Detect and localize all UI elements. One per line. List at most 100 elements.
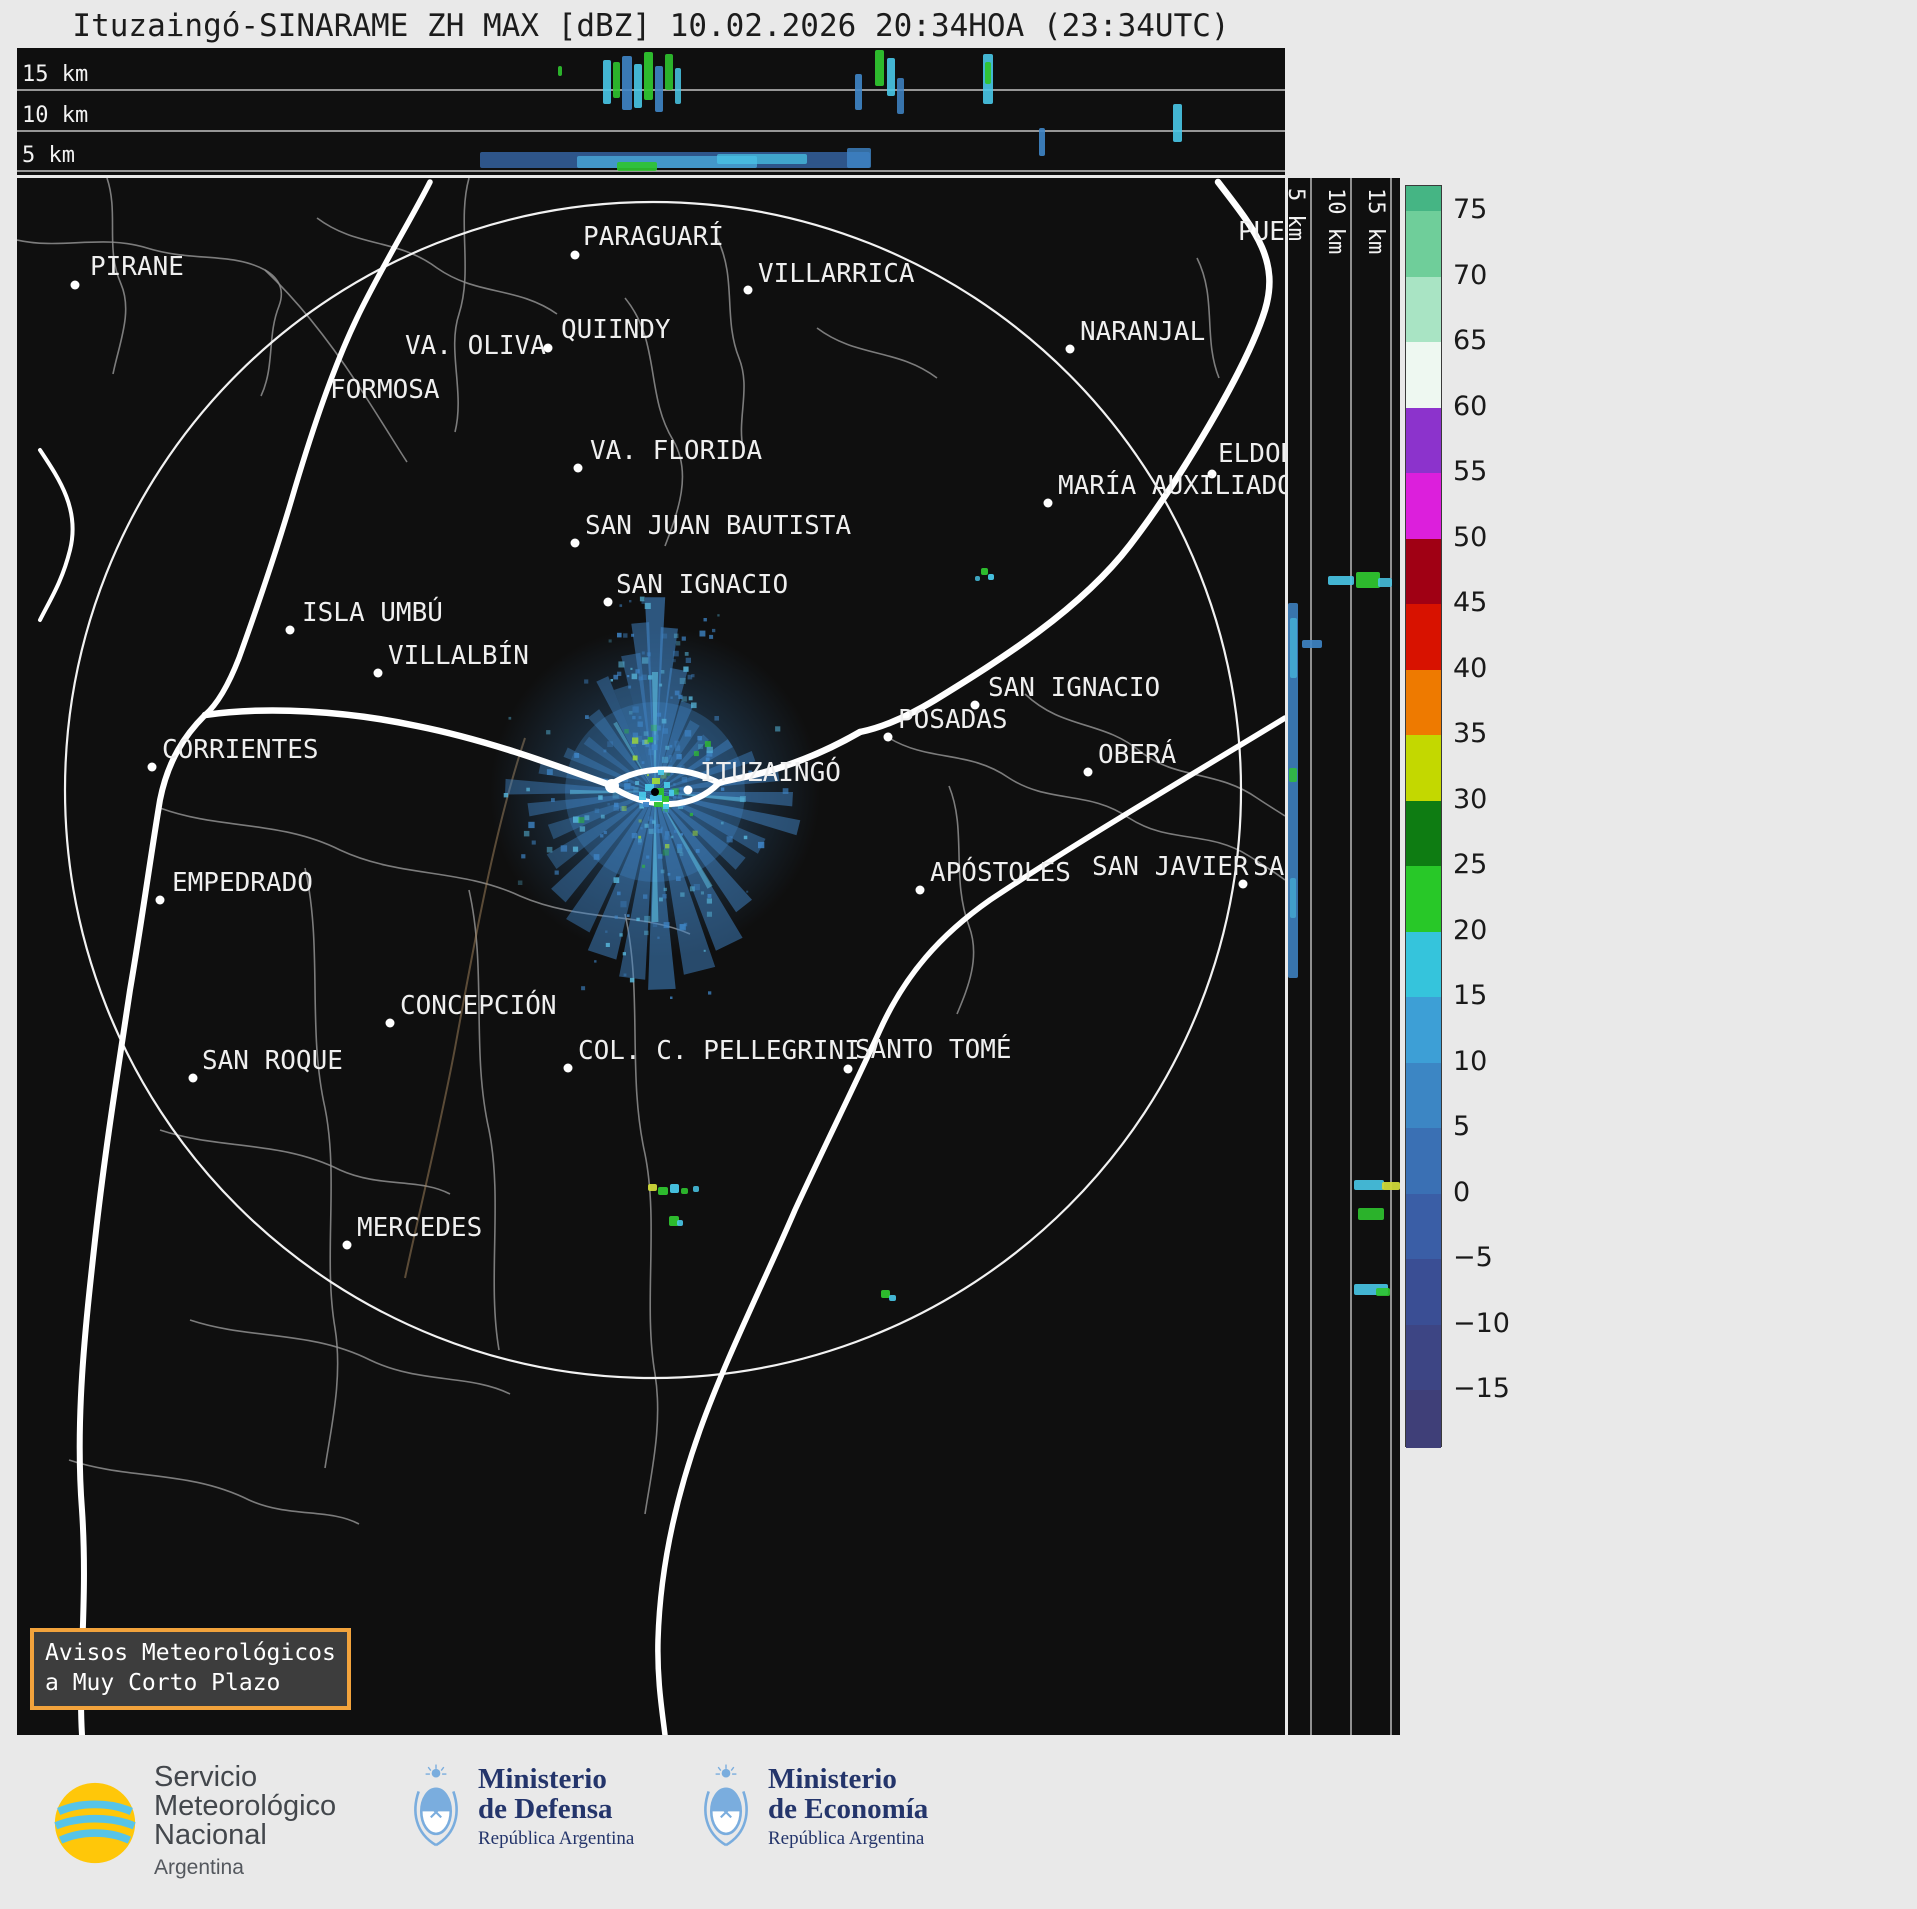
echo-speckle [689, 812, 693, 817]
echo-speckle [674, 745, 681, 751]
echo-speckle [700, 891, 704, 895]
echo-speckle [677, 847, 683, 853]
ministerio-defensa-group: Ministerio de Defensa República Argentin… [410, 1763, 634, 1851]
echo-speckle [653, 734, 659, 741]
echo-spoke [655, 734, 709, 792]
city-label: SAN JAVIER [1092, 852, 1249, 882]
echo-cell [1378, 578, 1392, 587]
echo-speckle [667, 873, 671, 876]
echo-speckle [667, 758, 672, 763]
echo-speckle [673, 633, 679, 639]
echo-speckle [598, 795, 603, 800]
admin-border [159, 1129, 451, 1195]
echo-speckle [679, 677, 686, 684]
echo-speckle [664, 809, 668, 813]
echo-speckle [659, 683, 663, 687]
city-label: ITUZAINGÓ [700, 756, 841, 788]
echo-speckle [620, 806, 625, 811]
admin-border [106, 178, 127, 375]
echo-core-cell [652, 778, 660, 784]
echo-speckle [528, 821, 535, 829]
echo-speckle [684, 730, 692, 737]
colorbar-segment [1406, 1390, 1441, 1448]
smn-logo-group: Servicio Meteorológico Nacional Argentin… [52, 1763, 336, 1882]
echo-speckle [683, 666, 689, 672]
echo-speckle [662, 633, 668, 639]
echo-speckle [679, 787, 685, 793]
admin-border [17, 239, 283, 397]
city-dot [188, 1073, 198, 1083]
city-label: SAN JUAN BAUTISTA [585, 511, 851, 541]
altitude-label: 5 km [22, 143, 75, 168]
city-label: NARANJAL [1080, 317, 1205, 347]
echo-speckle [644, 739, 649, 744]
echo-speckle [660, 869, 665, 874]
city-dot [683, 785, 693, 795]
echo-speckle [639, 596, 645, 602]
echo-speckle [526, 787, 530, 792]
echo-speckle [676, 876, 681, 881]
echo-speckle [643, 731, 649, 736]
top-cross-section-canvas: 15 km 10 km 5 km [17, 50, 1285, 172]
echo-spoke [527, 792, 655, 817]
city-dot [543, 343, 553, 353]
echo-cell [644, 52, 653, 100]
echo-speckle [652, 820, 656, 824]
colorbar-segment [1406, 211, 1441, 277]
colorbar-tick-label: 40 [1453, 652, 1488, 684]
echo-cell [665, 54, 673, 90]
echo-speckle [617, 891, 621, 896]
echo-speckle [585, 715, 589, 719]
ministry-name: Ministerio [768, 1763, 897, 1795]
echo-speckle [631, 785, 635, 790]
echo-speckle [646, 774, 649, 777]
echo-speckle [631, 673, 638, 680]
colorbar-tick-label: 25 [1453, 848, 1488, 880]
echo-speckle [679, 754, 682, 757]
admin-border [316, 217, 558, 315]
echo-spoke [563, 747, 655, 792]
echo-speckle [613, 877, 620, 883]
city-label: QUIINDY [561, 315, 671, 345]
echo-cell [897, 78, 904, 114]
echo-speckle [748, 770, 753, 775]
echo-speckle [662, 894, 667, 899]
echo-speckle [670, 835, 674, 839]
echo-speckle [632, 790, 639, 797]
echo-speckle [521, 854, 526, 859]
colorbar-tick-label: 65 [1453, 324, 1488, 356]
echo-speckle [619, 933, 623, 937]
colorbar-tick-label: 60 [1453, 390, 1488, 422]
echo-speckle [593, 854, 600, 860]
echo-cell [1376, 1288, 1390, 1296]
city-label: CORRIENTES [162, 735, 319, 765]
echo-speckle [614, 915, 618, 919]
echo-speckle [674, 740, 680, 746]
echo-speckle [655, 725, 661, 731]
echo-core-cell [650, 795, 662, 801]
ministry-name: de Defensa [478, 1793, 613, 1825]
city-label: SAN IGNACIO [988, 673, 1160, 703]
echo-speckle [581, 986, 586, 991]
admin-border [68, 1459, 360, 1525]
echo-spoke [551, 792, 655, 903]
echo-speckle [651, 744, 658, 751]
city-dot [385, 1018, 395, 1028]
echo-cell [617, 162, 657, 171]
river-path [76, 712, 208, 1735]
echo-speckle [695, 849, 700, 853]
smn-text: Servicio Meteorológico Nacional Argentin… [154, 1763, 336, 1882]
echo-speckle [685, 657, 691, 663]
echo-speckle [644, 915, 651, 922]
echo-speckle [666, 772, 670, 776]
echo-speckle [624, 729, 629, 734]
echo-speckle [628, 710, 633, 715]
echo-speckle [523, 830, 530, 837]
echo-spoke [655, 792, 716, 975]
echo-core-cell [643, 802, 649, 807]
echo-speckle [644, 823, 649, 828]
city-dot [570, 538, 580, 548]
radar-site-marker [651, 788, 659, 796]
echo-cell [1328, 576, 1354, 585]
admin-border [189, 1319, 511, 1395]
